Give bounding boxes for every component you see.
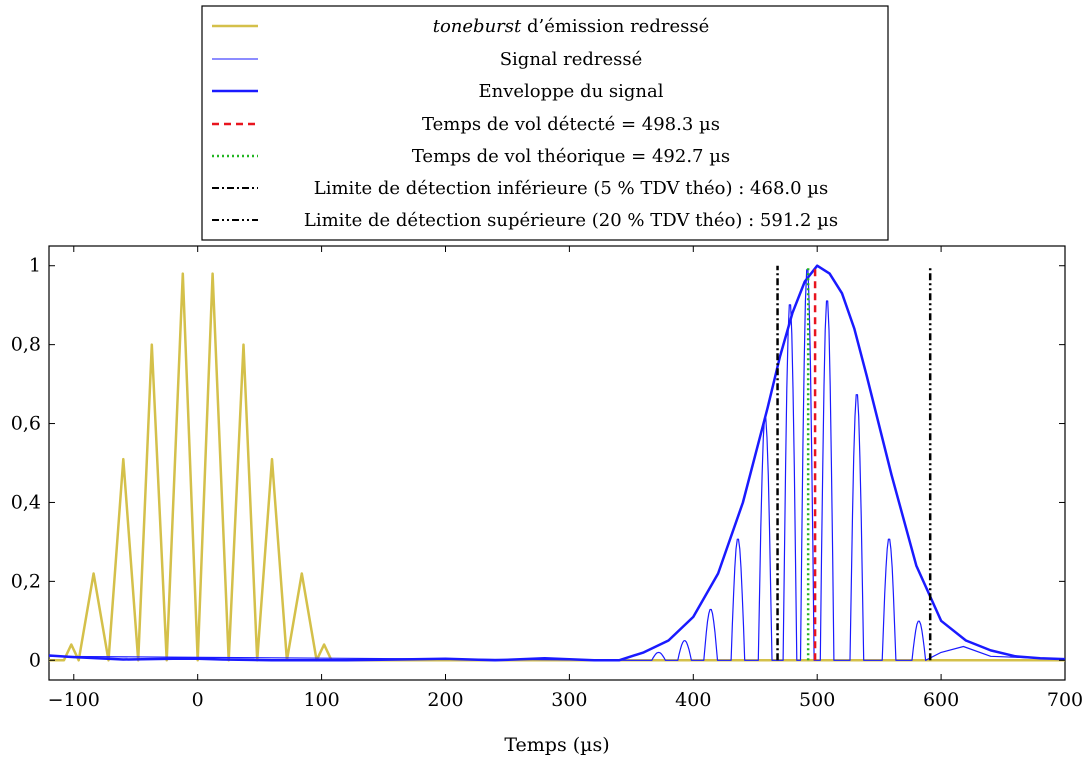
- vertical-lines: [776, 265, 932, 661]
- plot-area: [48, 245, 1066, 681]
- legend-label-lower-limit: Limite de détection inférieure (5 % TDV …: [314, 178, 828, 199]
- legend-label-signal: Signal redressé: [500, 49, 643, 70]
- y-tick-label: 1: [29, 255, 41, 277]
- x-axis: −100 0 100 200 300 400 500 600 700: [48, 246, 1083, 711]
- y-axis: 0 0,2 0,4 0,6 0,8 1: [11, 255, 1065, 671]
- envelope-series: [48, 264, 1066, 662]
- toneburst-series: [49, 272, 1065, 662]
- envelope-line: [48, 264, 1066, 662]
- y-tick-label: 0,8: [11, 334, 41, 356]
- toneburst-line: [49, 272, 1065, 662]
- x-axis-label: Temps (µs): [504, 734, 609, 756]
- legend-label-toneburst: toneburst d’émission redressé: [433, 16, 710, 37]
- signal-redresse-series: [48, 269, 1066, 661]
- y-tick-label: 0,6: [11, 413, 41, 435]
- x-tick-label: 600: [923, 689, 959, 711]
- y-tick-label: 0,2: [11, 570, 41, 592]
- y-tick-label: 0: [29, 649, 41, 671]
- legend: toneburst d’émission redressé Signal red…: [201, 5, 889, 241]
- x-tick-label: 700: [1047, 689, 1083, 711]
- x-tick-label: 500: [799, 689, 835, 711]
- x-tick-label: 0: [192, 689, 204, 711]
- x-tick-label: 200: [427, 689, 463, 711]
- x-tick-label: −100: [48, 689, 100, 711]
- legend-label-envelope: Enveloppe du signal: [478, 81, 663, 102]
- x-tick-label: 300: [551, 689, 587, 711]
- legend-label-detected: Temps de vol détecté = 498.3 µs: [422, 114, 720, 135]
- legend-label-upper-limit: Limite de détection supérieure (20 % TDV…: [304, 210, 838, 231]
- signal-redresse-line: [48, 269, 1066, 661]
- y-tick-label: 0,4: [11, 491, 41, 513]
- x-tick-label: 100: [303, 689, 339, 711]
- legend-box: [201, 5, 889, 241]
- x-tick-label: 400: [675, 689, 711, 711]
- legend-label-theoretical: Temps de vol théorique = 492.7 µs: [412, 146, 730, 167]
